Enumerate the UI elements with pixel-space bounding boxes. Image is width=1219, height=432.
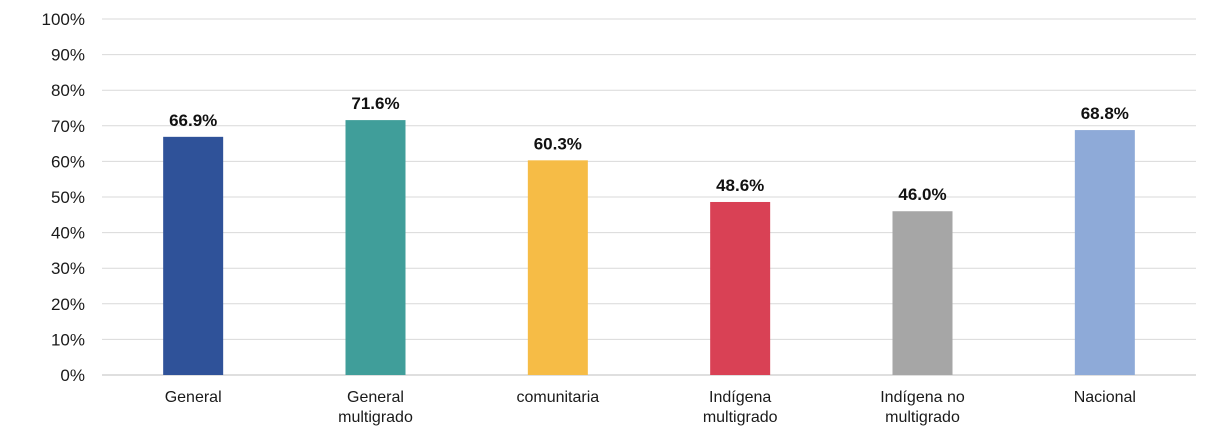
x-tick-label-line: General xyxy=(165,389,222,406)
y-tick-label: 0% xyxy=(60,366,85,385)
bar xyxy=(527,160,588,375)
x-tick-label: Nacional xyxy=(1074,389,1136,406)
x-tick-label-line: General xyxy=(347,389,404,406)
data-label: 68.8% xyxy=(1081,104,1129,123)
y-axis-ticks: 0% 10% 20% 30% 40% 50% 60% 70% 80% 90% 100% xyxy=(42,10,85,385)
data-label: 66.9% xyxy=(169,111,217,130)
x-tick-label: General xyxy=(165,389,222,406)
x-tick-label: Indígena multigrado xyxy=(703,389,778,426)
y-tick-label: 70% xyxy=(51,117,85,136)
x-tick-label: Indígena no multigrado xyxy=(880,389,965,426)
x-tick-label-line: Indígena xyxy=(709,389,771,406)
y-tick-label: 80% xyxy=(51,81,85,100)
x-tick-label-line: Nacional xyxy=(1074,389,1136,406)
data-label: 60.3% xyxy=(534,134,582,153)
x-tick-label-line: multigrado xyxy=(338,409,413,426)
x-tick-label: comunitaria xyxy=(516,389,599,406)
bar xyxy=(345,120,406,375)
bar xyxy=(1074,130,1135,375)
y-tick-label: 40% xyxy=(51,224,85,243)
y-tick-label: 90% xyxy=(51,46,85,65)
y-tick-label: 60% xyxy=(51,152,85,171)
y-tick-label: 100% xyxy=(42,10,85,29)
bars xyxy=(163,120,1135,375)
x-tick-label-line: multigrado xyxy=(703,409,778,426)
x-tick-label: General multigrado xyxy=(338,389,413,426)
y-tick-label: 10% xyxy=(51,330,85,349)
x-axis-ticks: General General multigrado comunitaria Indíg… xyxy=(165,389,1136,426)
data-label: 71.6% xyxy=(351,94,399,113)
data-labels: 66.9% 71.6% 60.3% 48.6% 46.0% 68.8% xyxy=(169,94,1129,204)
x-tick-label-line: comunitaria xyxy=(516,389,599,406)
gridlines xyxy=(102,18,1196,376)
x-tick-label-line: Indígena no xyxy=(880,389,965,406)
bar xyxy=(892,211,953,375)
y-tick-label: 20% xyxy=(51,295,85,314)
data-label: 46.0% xyxy=(898,185,946,204)
bar xyxy=(163,136,224,375)
y-tick-label: 50% xyxy=(51,188,85,207)
x-tick-label-line: multigrado xyxy=(885,409,960,426)
bar xyxy=(710,201,771,375)
data-label: 48.6% xyxy=(716,176,764,195)
y-tick-label: 30% xyxy=(51,259,85,278)
